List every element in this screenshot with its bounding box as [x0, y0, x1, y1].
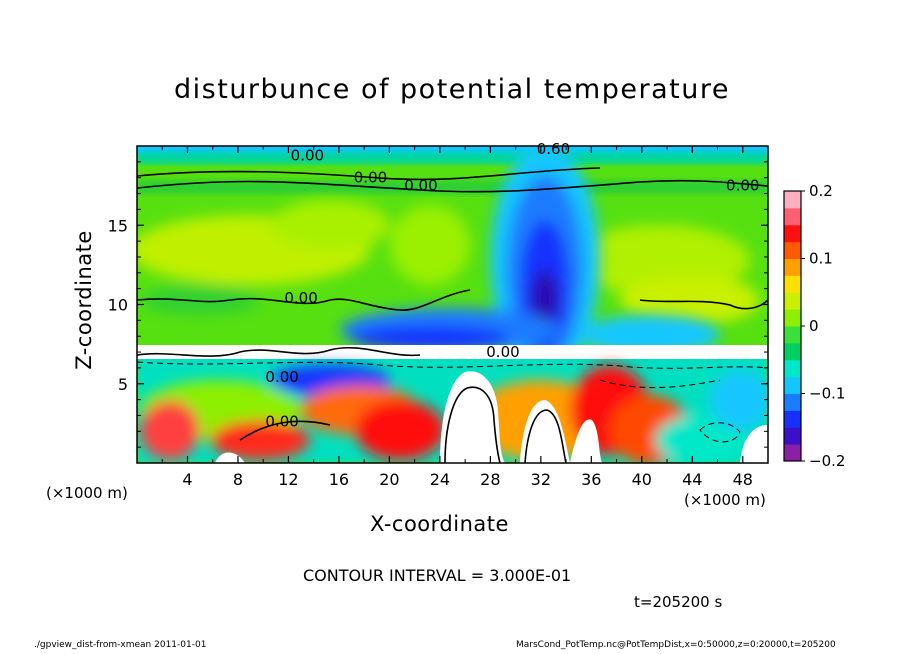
contour-label: 0.00: [265, 368, 298, 386]
x-tick-label: 4: [182, 470, 192, 489]
contour-labels: 0.60 0.00 0.00 0.00 0.00 0.00 0.00 0.00 0.00: [265, 140, 759, 431]
x-tick-label: 40: [632, 470, 652, 489]
x-axis: 4 8 12 16 20 24 28 32 36 40 44 48: [161, 146, 753, 489]
contour-label: 0.60: [537, 140, 570, 158]
colorbar-swatch: [784, 258, 801, 276]
x-tick-label: 24: [430, 470, 450, 489]
y-tick-label: 10: [108, 296, 128, 315]
colorbar-swatch: [784, 241, 801, 259]
colorbar-tick-label: 0: [809, 317, 819, 335]
x-tick-label: 32: [531, 470, 551, 489]
colorbar: 0.2 0.1 0 −0.1 −0.2: [783, 182, 845, 470]
x-tick-label: 44: [682, 470, 702, 489]
x-tick-label: 20: [379, 470, 399, 489]
colorbar-swatch: [784, 410, 801, 428]
footer-dataset-path: MarsCond_PotTemp.nc@PotTempDist,x=0:5000…: [516, 640, 836, 650]
x-tick-label: 16: [329, 470, 349, 489]
contour-label: 0.00: [354, 168, 387, 186]
y-tick-label: 5: [118, 375, 128, 394]
colorbar-swatch: [784, 427, 801, 445]
heatmap-field: [137, 146, 768, 463]
colorbar-tick-label: 0.1: [809, 250, 833, 268]
x-tick-label: 36: [581, 470, 601, 489]
colorbar-swatch: [784, 224, 801, 243]
colorbar-swatch: [784, 207, 801, 226]
colorbar-swatch: [784, 326, 801, 344]
time-label: t=205200 s: [634, 593, 723, 611]
colorbar-swatch: [784, 376, 801, 394]
colorbar-tick-label: 0.2: [809, 182, 833, 200]
chart-title: disturbunce of potential temperature: [174, 74, 730, 105]
y-axis-label: Z-coordinate: [72, 230, 96, 370]
colorbar-swatch: [784, 292, 801, 310]
x-axis-label: X-coordinate: [370, 512, 509, 536]
contour-label: 0.00: [291, 146, 324, 164]
x-tick-label: 48: [733, 470, 753, 489]
footer-script-name: ./gpview_dist-from-xmean 2011-01-01: [34, 640, 207, 650]
y-tick-label: 15: [108, 216, 128, 235]
x-unit-label-right: (×1000 m): [684, 491, 766, 509]
contour-label: 0.00: [486, 343, 519, 361]
x-tick-label: 28: [480, 470, 500, 489]
colorbar-swatch: [784, 191, 801, 209]
y-axis: 5 10 15: [108, 161, 768, 448]
colorbar-swatch: [784, 359, 801, 378]
colorbar-swatch: [784, 309, 801, 327]
colorbar-tick-label: −0.2: [809, 452, 845, 470]
colorbar-swatch: [784, 342, 801, 361]
x-tick-label: 8: [233, 470, 243, 489]
x-tick-label: 12: [278, 470, 298, 489]
contour-label: 0.00: [284, 289, 317, 307]
contour-interval-label: CONTOUR INTERVAL = 3.000E-01: [303, 566, 572, 585]
contour-label: 0.00: [404, 176, 437, 194]
contour-label: 0.00: [265, 413, 298, 431]
colorbar-swatch: [784, 444, 801, 462]
colorbar-tick-label: −0.1: [809, 385, 845, 403]
colorbar-swatch: [784, 393, 801, 411]
colorbar-swatch: [784, 275, 801, 293]
x-unit-label-left: (×1000 m): [46, 484, 128, 502]
contour-label: 0.00: [726, 176, 759, 194]
